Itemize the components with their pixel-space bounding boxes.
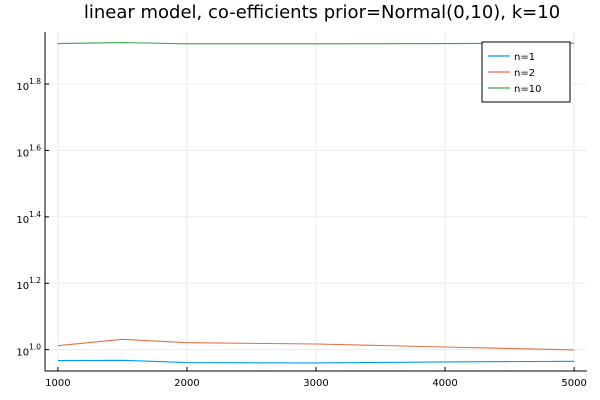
series-line-n-1: [57, 359, 575, 364]
y-axis-ticks: 101.0 101.2 101.4 101.6 101.8: [16, 77, 49, 359]
series-line-n-2: [57, 338, 575, 351]
series-lines: [57, 41, 575, 364]
y-tick-label: 101.4: [16, 210, 41, 226]
legend: n=1 n=2 n=10: [481, 41, 571, 103]
y-tick-label: 101.0: [16, 343, 41, 359]
legend-label: n=10: [514, 84, 541, 95]
x-tick-label: 2000: [174, 378, 199, 389]
x-tick-label: 3000: [303, 378, 328, 389]
legend-label: n=2: [514, 68, 535, 79]
x-tick-label: 4000: [432, 378, 457, 389]
y-tick-label: 101.8: [16, 77, 41, 93]
y-tick-label: 101.2: [16, 276, 41, 292]
x-axis-ticks: 1000 2000 3000 4000 5000: [45, 367, 587, 389]
y-tick-label: 101.6: [16, 143, 41, 159]
x-tick-label: 1000: [45, 378, 70, 389]
chart-title: linear model, co-efficients prior=Normal…: [84, 2, 560, 23]
legend-label: n=1: [514, 52, 535, 63]
series-line-n-10: [57, 41, 575, 45]
x-tick-label: 5000: [561, 378, 586, 389]
